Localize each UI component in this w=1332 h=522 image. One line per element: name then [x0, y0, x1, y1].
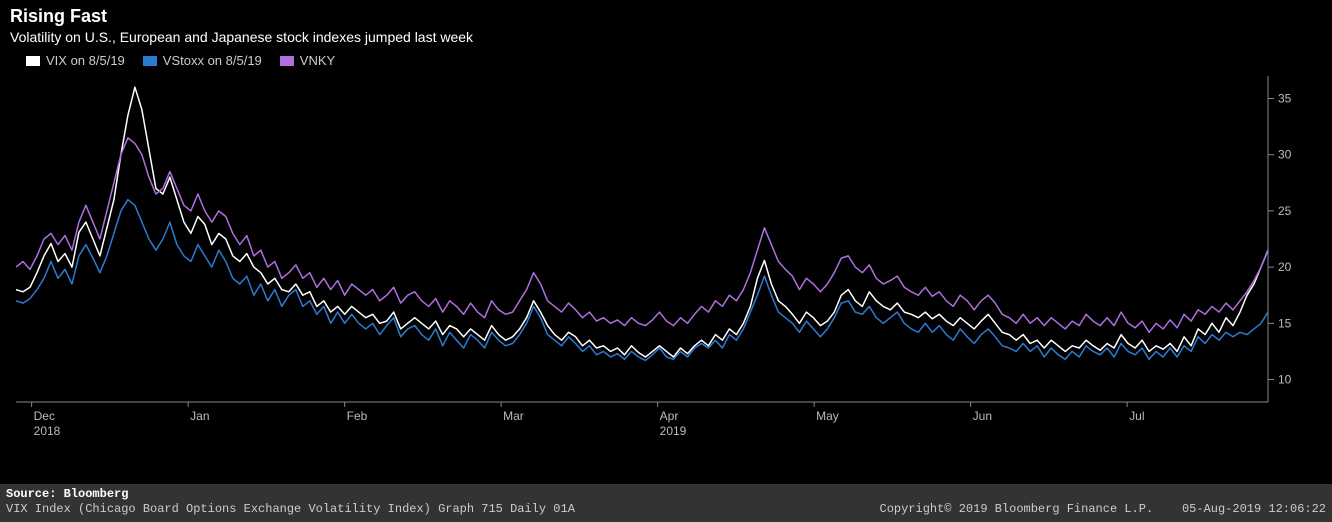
legend-item-vstoxx: VStoxx on 8/5/19	[143, 53, 262, 68]
chart-footer: Source: Bloomberg VIX Index (Chicago Boa…	[0, 484, 1332, 522]
svg-text:Jan: Jan	[190, 409, 209, 423]
svg-text:20: 20	[1278, 260, 1292, 274]
svg-text:2018: 2018	[34, 424, 61, 438]
svg-text:May: May	[816, 409, 839, 423]
chart-subtitle: Volatility on U.S., European and Japanes…	[10, 29, 1322, 45]
legend-item-vix: VIX on 8/5/19	[26, 53, 125, 68]
footer-timestamp: 05-Aug-2019 12:06:22	[1182, 502, 1326, 516]
legend-swatch	[26, 56, 40, 66]
svg-text:30: 30	[1278, 148, 1292, 162]
svg-text:35: 35	[1278, 91, 1292, 105]
svg-text:Apr: Apr	[660, 409, 679, 423]
footer-copyright: Copyright© 2019 Bloomberg Finance L.P.	[880, 502, 1154, 516]
legend-label: VIX on 8/5/19	[46, 53, 125, 68]
svg-text:Jun: Jun	[973, 409, 992, 423]
svg-text:15: 15	[1278, 316, 1292, 330]
chart-header: Rising Fast Volatility on U.S., European…	[0, 0, 1332, 47]
svg-text:Dec: Dec	[34, 409, 55, 423]
svg-text:2019: 2019	[660, 424, 687, 438]
legend-item-vnky: VNKY	[280, 53, 335, 68]
svg-text:25: 25	[1278, 204, 1292, 218]
chart-legend: VIX on 8/5/19 VStoxx on 8/5/19 VNKY	[0, 47, 1332, 72]
svg-text:Mar: Mar	[503, 409, 524, 423]
legend-swatch	[280, 56, 294, 66]
svg-text:10: 10	[1278, 373, 1292, 387]
footer-desc: VIX Index (Chicago Board Options Exchang…	[6, 502, 575, 518]
chart-svg: 10 15 20 25 30 35 Dec2018 Jan Feb Mar Apr2019 May Ju…	[10, 72, 1298, 442]
legend-swatch	[143, 56, 157, 66]
chart-area: 10 15 20 25 30 35 Dec2018 Jan Feb Mar Apr2019 May Ju…	[10, 72, 1298, 442]
chart-title: Rising Fast	[10, 6, 1322, 27]
svg-text:Jul: Jul	[1129, 409, 1144, 423]
svg-text:Feb: Feb	[347, 409, 368, 423]
legend-label: VNKY	[300, 53, 335, 68]
legend-label: VStoxx on 8/5/19	[163, 53, 262, 68]
footer-source-label: Source: Bloomberg	[6, 487, 128, 503]
